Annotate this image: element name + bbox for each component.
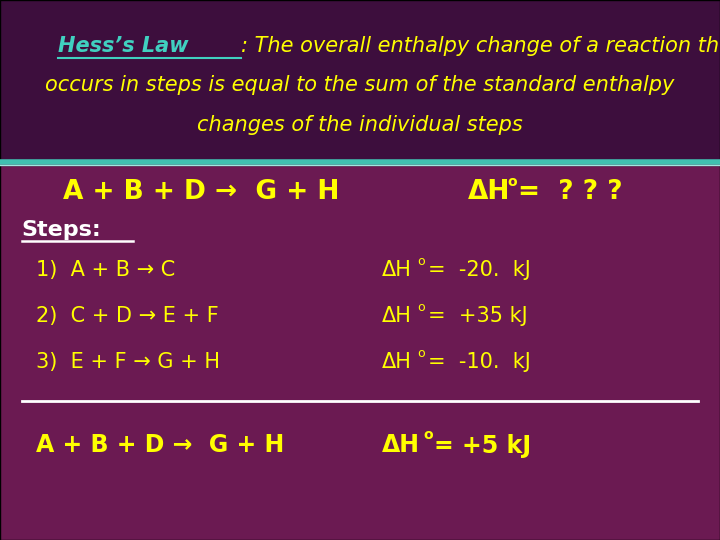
Text: 2)  C + D → E + F: 2) C + D → E + F <box>36 306 219 326</box>
Text: o: o <box>423 428 433 442</box>
Text: : The overall enthalpy change of a reaction that: : The overall enthalpy change of a react… <box>241 36 720 56</box>
Text: o: o <box>508 175 517 189</box>
Text: 1)  A + B → C: 1) A + B → C <box>36 260 175 280</box>
Text: A + B + D →  G + H: A + B + D → G + H <box>63 179 340 205</box>
Text: o: o <box>418 347 426 360</box>
Text: ΔH: ΔH <box>468 179 510 205</box>
Text: ΔH: ΔH <box>382 352 411 372</box>
Text: =  -10.  kJ: = -10. kJ <box>428 352 531 372</box>
Text: occurs in steps is equal to the sum of the standard enthalpy: occurs in steps is equal to the sum of t… <box>45 75 675 95</box>
FancyBboxPatch shape <box>0 165 720 540</box>
FancyBboxPatch shape <box>0 0 720 162</box>
Text: changes of the individual steps: changes of the individual steps <box>197 115 523 136</box>
Text: Hess’s Law: Hess’s Law <box>58 36 188 56</box>
Text: A + B + D →  G + H: A + B + D → G + H <box>36 434 284 457</box>
Text: ΔH: ΔH <box>382 260 411 280</box>
Text: 3)  E + F → G + H: 3) E + F → G + H <box>36 352 220 372</box>
Text: Steps:: Steps: <box>22 219 102 240</box>
Text: ΔH: ΔH <box>382 434 420 457</box>
Text: =  +35 kJ: = +35 kJ <box>428 306 528 326</box>
Text: =  -20.  kJ: = -20. kJ <box>428 260 531 280</box>
Text: o: o <box>418 255 426 268</box>
Text: o: o <box>418 301 426 314</box>
Text: ΔH: ΔH <box>382 306 411 326</box>
Text: = +5 kJ: = +5 kJ <box>434 434 531 457</box>
Text: =  ? ? ?: = ? ? ? <box>518 179 623 205</box>
